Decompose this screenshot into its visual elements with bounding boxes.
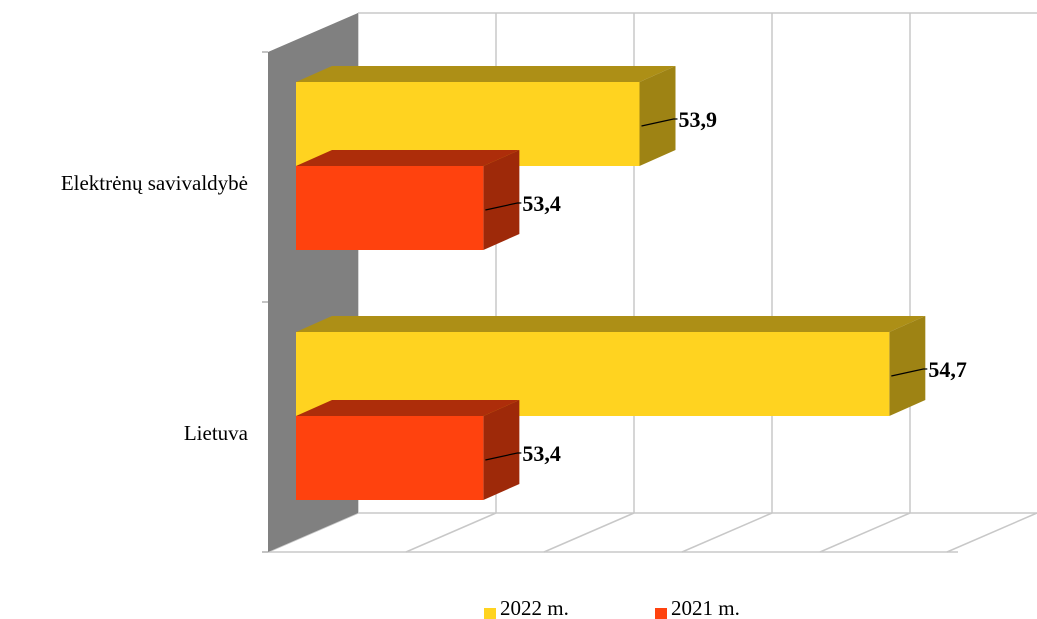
floor-grid-line xyxy=(681,512,773,553)
bar-top-face xyxy=(296,316,926,332)
label-leader-line xyxy=(891,368,928,377)
bar-side-face xyxy=(483,150,520,250)
floor-grid-line xyxy=(946,512,1037,553)
bar-side-face xyxy=(889,316,926,416)
floor-grid-line xyxy=(405,512,497,553)
data-label: 53,9 xyxy=(679,107,718,132)
data-label: 53,4 xyxy=(522,441,561,466)
legend-swatch-2021 xyxy=(655,608,667,619)
category-label-lietuva: Lietuva xyxy=(184,421,249,445)
data-label: 53,4 xyxy=(522,191,561,216)
label-leader-line xyxy=(485,202,522,211)
floor-grid-line xyxy=(543,512,635,553)
legend-swatch-2022 xyxy=(484,608,496,619)
bars-group xyxy=(296,66,926,500)
legend: 2022 m. 2021 m. xyxy=(484,596,740,619)
data-labels-group: 53,9 53,4 54,7 53,4 xyxy=(485,107,967,466)
bar-2021-lietuva xyxy=(296,400,520,500)
bar-top-face xyxy=(296,150,520,166)
bar-2021-elektrenai xyxy=(296,150,520,250)
bar-side-face xyxy=(639,66,676,166)
label-leader-line xyxy=(485,452,522,461)
data-label: 54,7 xyxy=(928,357,967,382)
legend-label-2022: 2022 m. xyxy=(500,596,569,619)
floor-grid-line xyxy=(819,512,911,553)
bar-front-face xyxy=(296,416,484,500)
category-label-elektrenai: Elektrėnų savivaldybė xyxy=(61,171,248,195)
bar-front-face xyxy=(296,166,484,250)
legend-label-2021: 2021 m. xyxy=(671,596,740,619)
bar-top-face xyxy=(296,66,676,82)
bar-side-face xyxy=(483,400,520,500)
label-leader-line xyxy=(641,118,678,127)
chart-floor xyxy=(267,512,1037,553)
bar-top-face xyxy=(296,400,520,416)
